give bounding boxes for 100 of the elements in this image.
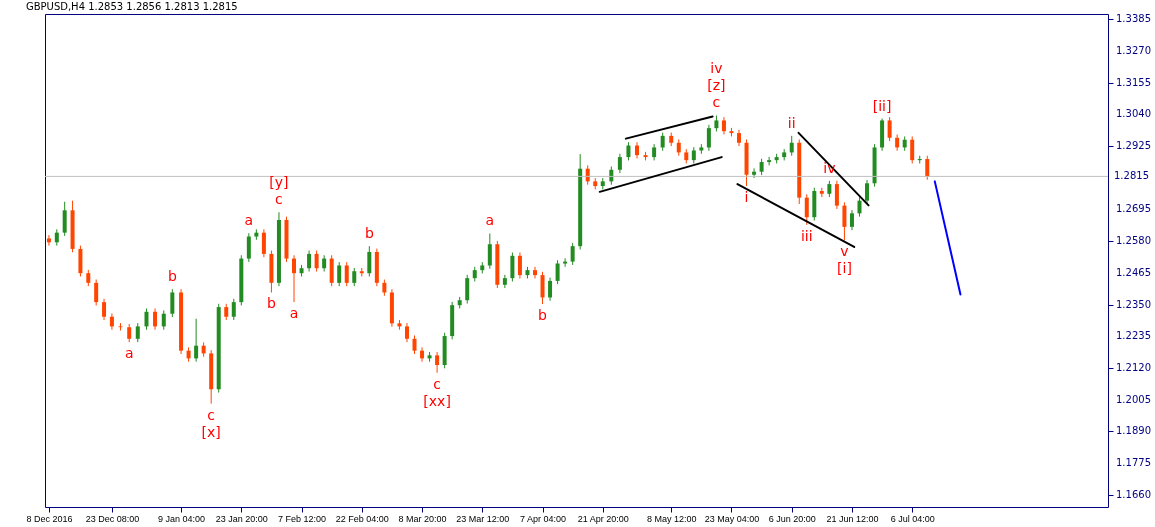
annotation: v bbox=[840, 243, 849, 260]
x-tick-label: 23 Mar 12:00 bbox=[456, 513, 510, 524]
x-tick-label: 7 Feb 12:00 bbox=[278, 513, 327, 524]
candlestick bbox=[239, 254, 244, 306]
candlestick bbox=[502, 274, 507, 289]
candlestick bbox=[617, 153, 622, 174]
candlestick bbox=[880, 118, 885, 152]
annotation: c bbox=[207, 406, 216, 423]
candlestick bbox=[510, 252, 515, 282]
candlestick bbox=[269, 250, 274, 293]
candlestick bbox=[834, 180, 839, 210]
candlestick bbox=[389, 288, 394, 328]
candlestick bbox=[857, 196, 862, 218]
candlestick bbox=[804, 193, 809, 226]
candlestick bbox=[812, 187, 817, 222]
candlestick bbox=[849, 209, 854, 231]
annotation: a bbox=[289, 305, 299, 322]
candlestick bbox=[322, 254, 327, 273]
candlestick bbox=[925, 155, 930, 181]
annotation: a bbox=[485, 212, 495, 229]
x-tick-label: 6 Jun 20:00 bbox=[768, 513, 816, 524]
candlestick bbox=[533, 266, 537, 279]
candlestick bbox=[153, 307, 158, 331]
y-tick-label: 1.2005 bbox=[1116, 393, 1151, 405]
y-tick-label: 1.2925 bbox=[1116, 140, 1151, 152]
candlestick bbox=[797, 138, 802, 205]
y-tick-label: 1.2695 bbox=[1116, 203, 1151, 215]
annotation: a bbox=[244, 212, 254, 229]
y-tick-label: 1.3155 bbox=[1116, 76, 1151, 88]
candlestick bbox=[450, 301, 455, 340]
candlestick bbox=[626, 141, 631, 161]
x-tick-label: 23 Dec 08:00 bbox=[85, 513, 140, 524]
candlestick bbox=[135, 322, 140, 343]
candlestick bbox=[314, 250, 319, 273]
candlestick bbox=[161, 309, 166, 331]
x-tick-label: 8 May 12:00 bbox=[646, 513, 697, 524]
annotation: [y] bbox=[269, 174, 289, 191]
candlestick bbox=[216, 303, 221, 394]
candlestick bbox=[442, 332, 447, 369]
candlestick bbox=[570, 242, 575, 266]
y-tick-label: 1.1890 bbox=[1116, 425, 1151, 437]
x-tick-label: 8 Mar 20:00 bbox=[398, 513, 447, 524]
ref-line-label: 1.2815 bbox=[1114, 170, 1149, 182]
candlestick bbox=[329, 254, 334, 287]
candlestick bbox=[412, 335, 417, 355]
annotation: c bbox=[712, 94, 721, 111]
annotation: [ii] bbox=[872, 97, 892, 114]
candlestick bbox=[789, 135, 794, 157]
annotation: [i] bbox=[837, 260, 852, 277]
annotation: c bbox=[433, 375, 441, 392]
y-tick-label: 1.3270 bbox=[1116, 44, 1151, 56]
annotation: ii bbox=[787, 114, 796, 131]
y-tick-label: 1.3040 bbox=[1116, 108, 1151, 120]
annotation: [z] bbox=[707, 77, 726, 94]
annotation: c bbox=[275, 191, 283, 208]
x-tick-label: 9 Jan 04:00 bbox=[158, 513, 206, 524]
candlestick bbox=[895, 133, 900, 152]
candlestick bbox=[872, 143, 877, 188]
x-tick-label: 21 Jun 12:00 bbox=[826, 513, 879, 524]
x-tick-label: 8 Dec 2016 bbox=[26, 513, 73, 524]
x-tick-label: 23 Jan 20:00 bbox=[215, 513, 268, 524]
candlestick bbox=[194, 318, 199, 363]
annotation: b bbox=[538, 307, 548, 324]
candlestick bbox=[102, 298, 107, 321]
candlestick bbox=[555, 259, 560, 285]
candlestick bbox=[179, 288, 184, 355]
y-tick-label: 1.2120 bbox=[1116, 362, 1151, 374]
candlestick bbox=[231, 298, 236, 321]
candlestick bbox=[706, 124, 711, 152]
candlestick bbox=[337, 261, 342, 287]
candlestick bbox=[109, 312, 114, 331]
y-tick-label: 1.2580 bbox=[1116, 235, 1151, 247]
candlestick bbox=[209, 349, 214, 405]
candlestick bbox=[292, 254, 297, 303]
annotation: iv bbox=[823, 159, 836, 176]
candlestick bbox=[540, 271, 545, 305]
candlestick bbox=[752, 167, 757, 179]
x-tick-label: 22 Feb 04:00 bbox=[335, 513, 389, 524]
candlestick bbox=[660, 132, 665, 152]
annotation: [xx] bbox=[423, 392, 451, 409]
candlestick bbox=[78, 245, 83, 277]
annotation: b bbox=[167, 268, 177, 285]
candlestick bbox=[94, 279, 99, 306]
candlestick bbox=[344, 261, 349, 287]
candlestick bbox=[435, 351, 440, 374]
candlestick bbox=[578, 153, 583, 250]
candlestick bbox=[307, 250, 312, 273]
candlestick bbox=[517, 252, 522, 279]
y-tick-label: 1.1660 bbox=[1116, 488, 1151, 500]
candlestick bbox=[127, 323, 132, 343]
y-tick-label: 1.3385 bbox=[1116, 13, 1151, 25]
annotation: [x] bbox=[201, 423, 221, 440]
annotation: iv bbox=[710, 60, 723, 77]
candlestick bbox=[487, 232, 492, 270]
y-tick-label: 1.2235 bbox=[1116, 330, 1151, 342]
x-tick-label: 7 Apr 04:00 bbox=[520, 513, 567, 524]
candlestick bbox=[261, 228, 266, 258]
annotation: b bbox=[364, 225, 374, 242]
candlestick bbox=[548, 277, 553, 302]
candlestick bbox=[465, 274, 470, 305]
